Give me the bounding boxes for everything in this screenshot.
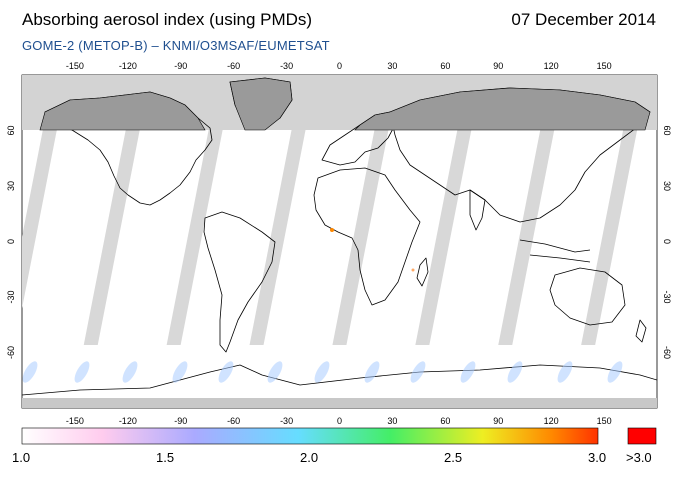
india-coast — [469, 189, 486, 231]
longitude-tick-label: 0 — [337, 61, 342, 71]
africa-coast — [313, 167, 421, 306]
latitude-tick-label: 30 — [662, 181, 672, 191]
latitude-tick-label: 0 — [662, 239, 672, 244]
colorbar-overflow-label: >3.0 — [626, 450, 652, 465]
colorbar-tick-label: 3.0 — [588, 450, 607, 465]
longitude-tick-label: 90 — [493, 416, 503, 426]
swath-gap — [249, 130, 306, 345]
aerosol-streak — [267, 361, 283, 383]
colorbar-overflow-swatch — [627, 427, 657, 445]
polar-band-south — [22, 398, 657, 408]
longitude-tick-label: 90 — [493, 61, 503, 71]
latitude-tick-label: -30 — [662, 290, 672, 303]
map-date: 07 December 2014 — [511, 10, 656, 29]
longitude-tick-label: -90 — [174, 416, 187, 426]
new-zealand-coast — [635, 319, 647, 343]
madagascar-coast — [416, 257, 429, 287]
longitude-tick-label: 0 — [337, 416, 342, 426]
indonesia-islands — [519, 239, 591, 263]
aerosol-streak — [22, 361, 38, 383]
longitude-tick-label: 30 — [387, 416, 397, 426]
longitude-tick-label: -150 — [66, 416, 84, 426]
swath-gap — [22, 130, 57, 309]
longitude-tick-label: -30 — [280, 416, 293, 426]
latitude-tick-label: -60 — [6, 346, 16, 359]
longitude-tick-label: 60 — [440, 61, 450, 71]
aerosol-streak — [122, 361, 138, 383]
swath-gap — [166, 130, 223, 345]
colorbar-tick-label: 1.5 — [156, 450, 175, 465]
longitude-tick-label: 150 — [597, 416, 612, 426]
aerosol-streak — [218, 361, 234, 383]
aerosol-spot-africa — [330, 228, 334, 232]
south-america-coast — [203, 211, 276, 353]
colorbar-tick-label: 2.5 — [444, 450, 463, 465]
longitude-labels-bottom: -150 -120 -90 -60 -30 0 30 60 90 120 150 — [66, 416, 612, 426]
swath-gap — [83, 130, 140, 345]
longitude-tick-label: -90 — [174, 61, 187, 71]
latitude-tick-label: -60 — [662, 346, 672, 359]
longitude-tick-label: -30 — [280, 61, 293, 71]
map-title: Absorbing aerosol index (using PMDs) — [22, 10, 313, 29]
aerosol-streak — [410, 361, 426, 383]
swath-gap — [415, 130, 472, 345]
longitude-tick-label: 150 — [597, 61, 612, 71]
aerosol-streak — [74, 361, 90, 383]
swath-gaps — [22, 130, 638, 345]
eurasia-arctic-land — [354, 87, 651, 131]
latitude-labels-right: 60 30 0 -30 -60 — [662, 125, 672, 359]
swath-gap — [581, 130, 638, 345]
longitude-tick-label: 120 — [544, 416, 559, 426]
australia-coast — [549, 267, 626, 326]
aerosol-streak — [364, 361, 380, 383]
colorbar-tick-label: 2.0 — [300, 450, 319, 465]
longitude-tick-label: -60 — [227, 416, 240, 426]
aerosol-streak — [557, 361, 573, 383]
aerosol-streak — [314, 361, 330, 383]
aerosol-spot-madagascar — [411, 268, 415, 272]
north-america-arctic-land — [39, 91, 206, 131]
longitude-tick-label: -120 — [119, 61, 137, 71]
latitude-tick-label: -30 — [6, 290, 16, 303]
longitude-tick-label: 60 — [440, 416, 450, 426]
antarctica-coast — [22, 364, 657, 396]
aerosol-streak — [460, 361, 476, 383]
latitude-tick-label: 60 — [6, 125, 16, 135]
colorbar-tick-label: 1.0 — [12, 450, 31, 465]
latitude-tick-label: 30 — [6, 181, 16, 191]
latitude-tick-label: 60 — [662, 125, 672, 135]
southern-aerosol-streaks — [22, 361, 623, 383]
aerosol-streak — [172, 361, 188, 383]
longitude-labels-top: -150 -120 -90 -60 -30 0 30 60 90 120 150 — [66, 61, 612, 71]
longitude-tick-label: -120 — [119, 416, 137, 426]
longitude-tick-label: 120 — [544, 61, 559, 71]
greenland-land — [229, 77, 293, 131]
aerosol-streak — [507, 361, 523, 383]
colorbar — [21, 427, 599, 445]
longitude-tick-label: -60 — [227, 61, 240, 71]
latitude-tick-label: 0 — [6, 239, 16, 244]
swath-gap — [498, 130, 555, 345]
swath-gap — [332, 130, 389, 345]
longitude-tick-label: 30 — [387, 61, 397, 71]
longitude-tick-label: -150 — [66, 61, 84, 71]
latitude-labels-left: 60 30 0 -30 -60 — [6, 125, 16, 359]
aerosol-streak — [607, 361, 623, 383]
map-subtitle: GOME-2 (METOP-B) – KNMI/O3MSAF/EUMETSAT — [22, 38, 330, 53]
